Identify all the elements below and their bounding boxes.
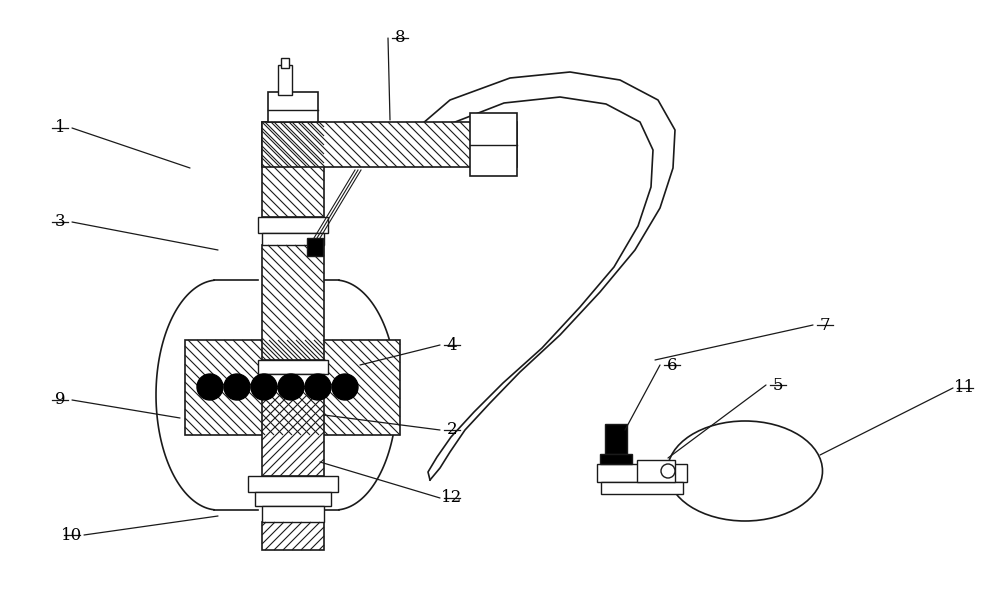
Bar bbox=[262, 386, 324, 476]
Bar bbox=[258, 217, 328, 233]
Bar bbox=[281, 58, 289, 68]
Bar bbox=[262, 374, 324, 386]
Bar bbox=[268, 92, 318, 122]
Bar bbox=[262, 233, 324, 245]
Ellipse shape bbox=[668, 421, 822, 521]
Text: 10: 10 bbox=[61, 527, 83, 544]
Text: 4: 4 bbox=[447, 336, 457, 353]
Circle shape bbox=[197, 374, 223, 400]
Bar bbox=[185, 340, 400, 435]
Text: 5: 5 bbox=[773, 376, 783, 393]
Circle shape bbox=[332, 374, 358, 400]
Bar bbox=[262, 122, 517, 167]
Circle shape bbox=[661, 464, 675, 478]
Bar bbox=[470, 113, 517, 176]
Circle shape bbox=[251, 374, 277, 400]
Bar bbox=[262, 522, 324, 550]
Bar bbox=[248, 476, 338, 492]
Bar bbox=[262, 506, 324, 522]
Bar bbox=[255, 492, 331, 506]
Text: 2: 2 bbox=[447, 422, 457, 439]
Bar bbox=[601, 482, 683, 494]
Text: 3: 3 bbox=[55, 213, 65, 231]
Text: 12: 12 bbox=[441, 489, 463, 507]
Text: 1: 1 bbox=[55, 120, 65, 137]
Bar bbox=[258, 360, 328, 374]
Bar bbox=[600, 454, 632, 464]
Circle shape bbox=[305, 374, 331, 400]
Bar bbox=[642, 465, 670, 477]
Bar bbox=[262, 245, 324, 360]
Bar bbox=[262, 122, 324, 217]
Bar bbox=[597, 464, 687, 482]
Text: 11: 11 bbox=[954, 379, 976, 396]
Text: 8: 8 bbox=[395, 30, 405, 47]
Bar bbox=[278, 65, 292, 95]
Circle shape bbox=[224, 374, 250, 400]
Bar bbox=[637, 460, 675, 482]
Circle shape bbox=[278, 374, 304, 400]
Text: 9: 9 bbox=[55, 391, 65, 408]
Text: 6: 6 bbox=[667, 356, 677, 373]
Text: 7: 7 bbox=[820, 316, 830, 333]
Bar bbox=[307, 238, 323, 256]
Bar bbox=[605, 424, 627, 454]
